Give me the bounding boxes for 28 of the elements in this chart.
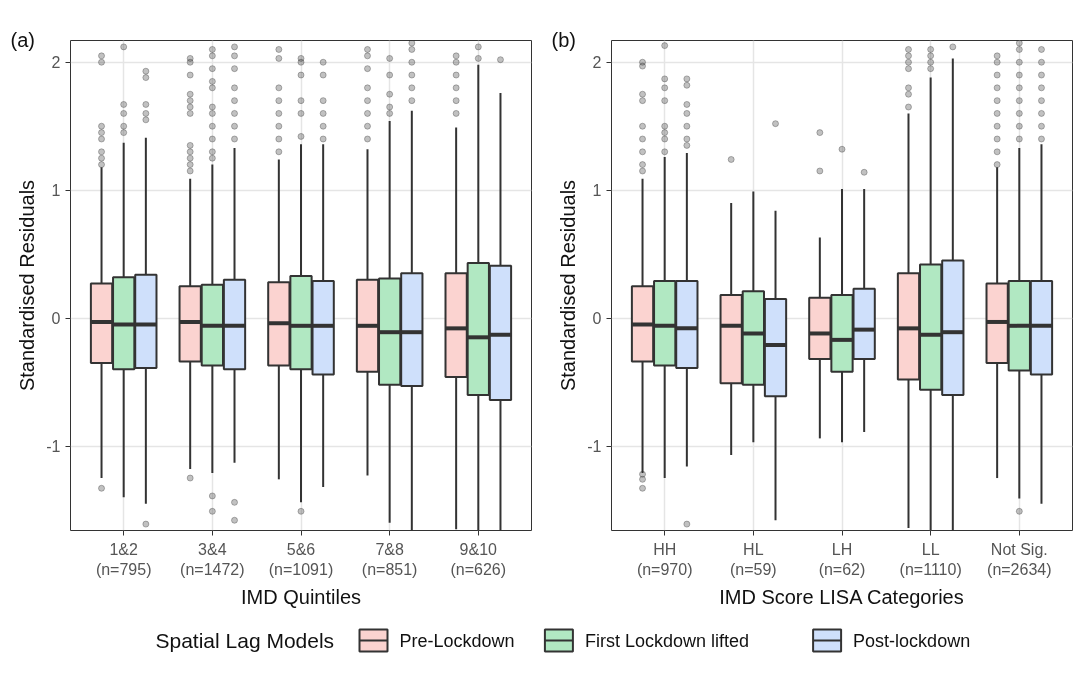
x-tick-label: LL (n=1110) <box>899 540 962 578</box>
legend-label: First Lockdown lifted <box>584 630 749 651</box>
y-tick-label: -1 <box>46 438 61 456</box>
x-tick-label: 3&4 (n=1472) <box>180 540 245 578</box>
legend-label: Pre-Lockdown <box>399 630 515 651</box>
x-tick-label: LH (n=62) <box>818 540 866 578</box>
y-tick-label: 1 <box>51 182 61 200</box>
x-tick-label: Not Sig. (n=2634) <box>987 540 1052 578</box>
x-tick-label: 5&6 (n=1091) <box>268 540 334 578</box>
y-tick-label: 0 <box>592 310 602 328</box>
x-tick-label: 7&8 (n=851) <box>361 540 418 578</box>
legend-title: Spatial Lag Models <box>155 629 335 652</box>
y-tick-label: 0 <box>51 310 61 328</box>
x-axis-title: IMD Quintiles <box>240 585 362 608</box>
x-tick-label: HH (n=970) <box>636 540 693 578</box>
y-tick-label: 2 <box>592 54 602 72</box>
y-axis-title: Standardised Residuals <box>16 179 39 392</box>
y-tick-label: 2 <box>51 54 61 72</box>
y-axis-title: Standardised Residuals <box>557 179 580 392</box>
y-tick-label: 1 <box>592 182 602 200</box>
x-tick-label: 1&2 (n=795) <box>95 540 152 578</box>
legend-label: Post-lockdown <box>853 630 971 651</box>
chart-title: (b) <box>551 28 576 51</box>
x-tick-label: HL (n=59) <box>730 540 777 578</box>
chart-title: (a) <box>10 28 35 51</box>
y-tick-label: -1 <box>587 438 602 456</box>
x-tick-label: 9&10 (n=626) <box>450 540 507 578</box>
x-axis-title: IMD Score LISA Categories <box>719 585 964 608</box>
